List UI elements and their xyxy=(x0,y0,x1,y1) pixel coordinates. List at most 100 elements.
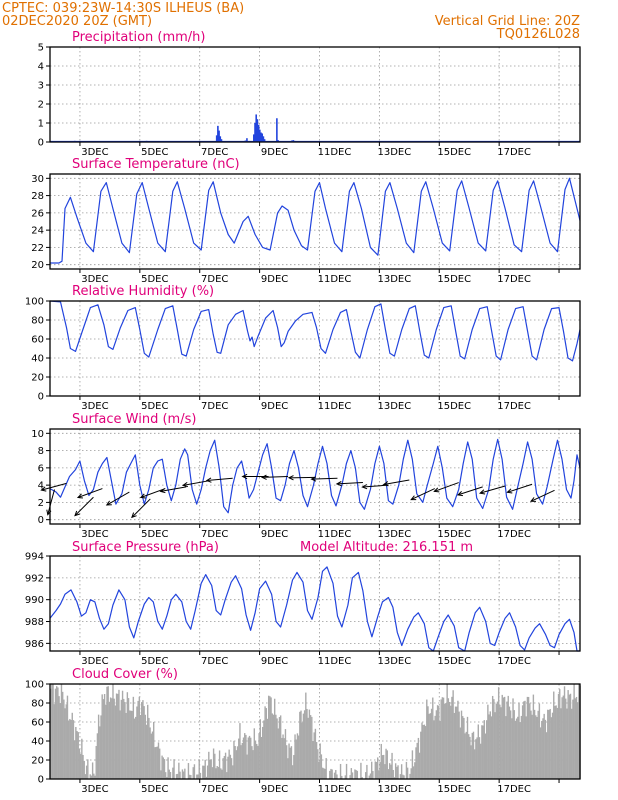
cloud-bar-176 xyxy=(260,736,263,779)
cloud-bar-256 xyxy=(356,770,359,779)
cloud-bar-277 xyxy=(381,755,384,779)
cloud-bar-295 xyxy=(403,775,405,779)
cloud-bar-115 xyxy=(187,763,190,779)
cloud-bar-210 xyxy=(301,722,303,779)
cloud-bar-278 xyxy=(382,754,385,779)
cloud-bar-384 xyxy=(509,710,512,779)
cloud-bar-229 xyxy=(324,768,326,779)
precip-bar-15 xyxy=(255,114,258,142)
cloud-bar-4 xyxy=(54,688,57,779)
cloud-bar-17 xyxy=(70,719,72,779)
cloud-bar-31 xyxy=(87,759,89,779)
cloud-bar-294 xyxy=(402,774,404,779)
cloud-bar-89 xyxy=(156,746,158,779)
cloud-bar-62 xyxy=(124,702,126,779)
precip-panel: Precipitation (mm/h) 0 1 2 3 4 5 3DEC 5DEC 7DEC… xyxy=(38,30,581,158)
cloud-bar-112 xyxy=(184,768,186,779)
cloud-bar-74 xyxy=(138,696,141,779)
cloud-bar-375 xyxy=(499,704,501,779)
cloud-bar-364 xyxy=(485,720,488,779)
cloud-bar-13 xyxy=(65,704,67,779)
cloud-bar-415 xyxy=(547,709,549,779)
cloud-bar-224 xyxy=(318,761,320,779)
cloud-bar-54 xyxy=(114,705,117,779)
cloud-bar-183 xyxy=(269,696,271,779)
precip-bar-8 xyxy=(218,130,220,142)
cloud-title: Cloud Cover (%) xyxy=(72,667,178,682)
cloud-bar-419 xyxy=(551,712,554,779)
precip-xtick-label-7: 17DEC xyxy=(497,147,531,158)
cloud-bar-141 xyxy=(218,750,221,779)
cloud-bar-269 xyxy=(372,771,374,779)
cloud-bar-431 xyxy=(566,708,568,779)
cloud-bar-437 xyxy=(573,684,575,779)
wind-vector-head xyxy=(159,488,166,494)
cloud-ytick-label-4: 80 xyxy=(31,699,44,710)
wind-vector-head xyxy=(433,487,440,493)
rh-xtick-label-3: 9DEC xyxy=(261,401,288,412)
cloud-bar-34 xyxy=(90,775,93,779)
cloud-bar-143 xyxy=(221,769,223,779)
cloud-bar-102 xyxy=(172,767,174,779)
cloud-bar-105 xyxy=(175,774,178,779)
wind-vector-shaft xyxy=(434,482,459,492)
cloud-bar-59 xyxy=(120,699,123,779)
cloud-bar-165 xyxy=(247,737,250,779)
wind-vector-4 xyxy=(105,491,130,506)
cloud-xtick-label-6: 15DEC xyxy=(437,784,471,795)
cloud-bar-46 xyxy=(105,704,107,779)
cloud-bar-160 xyxy=(241,742,244,779)
cloud-bar-103 xyxy=(173,759,175,779)
cloud-bar-413 xyxy=(544,719,547,779)
cloud-bar-376 xyxy=(500,707,502,779)
cloud-bar-142 xyxy=(220,768,222,779)
pressure-ytick-label-4: 994 xyxy=(25,552,44,563)
cloud-bar-316 xyxy=(428,713,430,779)
cloud-bar-137 xyxy=(214,753,216,779)
cloud-bar-50 xyxy=(109,697,112,779)
cloud-bar-206 xyxy=(296,733,299,779)
cloud-bar-87 xyxy=(154,747,156,779)
cloud-bar-373 xyxy=(496,701,499,779)
cloud-bar-318 xyxy=(430,708,433,779)
cloud-bar-7 xyxy=(58,696,60,779)
cloud-bar-40 xyxy=(97,714,100,779)
cloud-bar-344 xyxy=(462,716,464,779)
cloud-bar-426 xyxy=(560,708,562,779)
wind-vector-22 xyxy=(529,489,555,502)
cloud-bar-365 xyxy=(487,704,489,779)
wind-vector-shaft xyxy=(262,476,289,478)
temp-ytick-label-4: 28 xyxy=(31,191,44,202)
temp-xtick-label-0: 3DEC xyxy=(81,274,108,285)
cloud-bar-189 xyxy=(276,718,278,779)
precip-xtick-label-5: 13DEC xyxy=(377,147,411,158)
precip-ytick-label-0: 0 xyxy=(38,138,44,149)
cloud-bar-360 xyxy=(481,725,483,779)
cloud-bar-340 xyxy=(457,700,459,779)
wind-vector-shaft xyxy=(41,482,67,491)
wind-vector-shaft xyxy=(336,482,363,485)
pressure-ytick-label-2: 990 xyxy=(25,595,44,606)
cloud-bar-311 xyxy=(422,724,424,779)
cloud-bar-76 xyxy=(141,702,143,779)
cloud-bar-71 xyxy=(135,716,137,779)
cloud-bar-430 xyxy=(565,698,567,779)
cloud-bar-73 xyxy=(137,700,139,779)
cloud-bar-369 xyxy=(491,695,494,779)
cloud-xtick-label-3: 9DEC xyxy=(261,784,288,795)
cloud-bar-133 xyxy=(209,759,211,779)
cloud-bar-390 xyxy=(517,716,519,779)
rh-xtick-label-0: 3DEC xyxy=(81,401,108,412)
cloud-bar-55 xyxy=(115,693,118,779)
cloud-bar-412 xyxy=(543,713,545,779)
precip-bar-16 xyxy=(256,119,259,142)
cloud-bar-247 xyxy=(345,763,348,779)
pressure-xtick-label-6: 15DEC xyxy=(437,656,471,667)
wind-vector-shaft xyxy=(140,488,166,498)
cloud-bar-29 xyxy=(84,774,87,779)
precip-xtick-label-4: 11DEC xyxy=(318,147,352,158)
cloud-bar-182 xyxy=(267,695,270,779)
cloud-bar-327 xyxy=(441,697,444,779)
cloud-bar-191 xyxy=(278,717,281,779)
cloud-bar-20 xyxy=(73,740,76,779)
